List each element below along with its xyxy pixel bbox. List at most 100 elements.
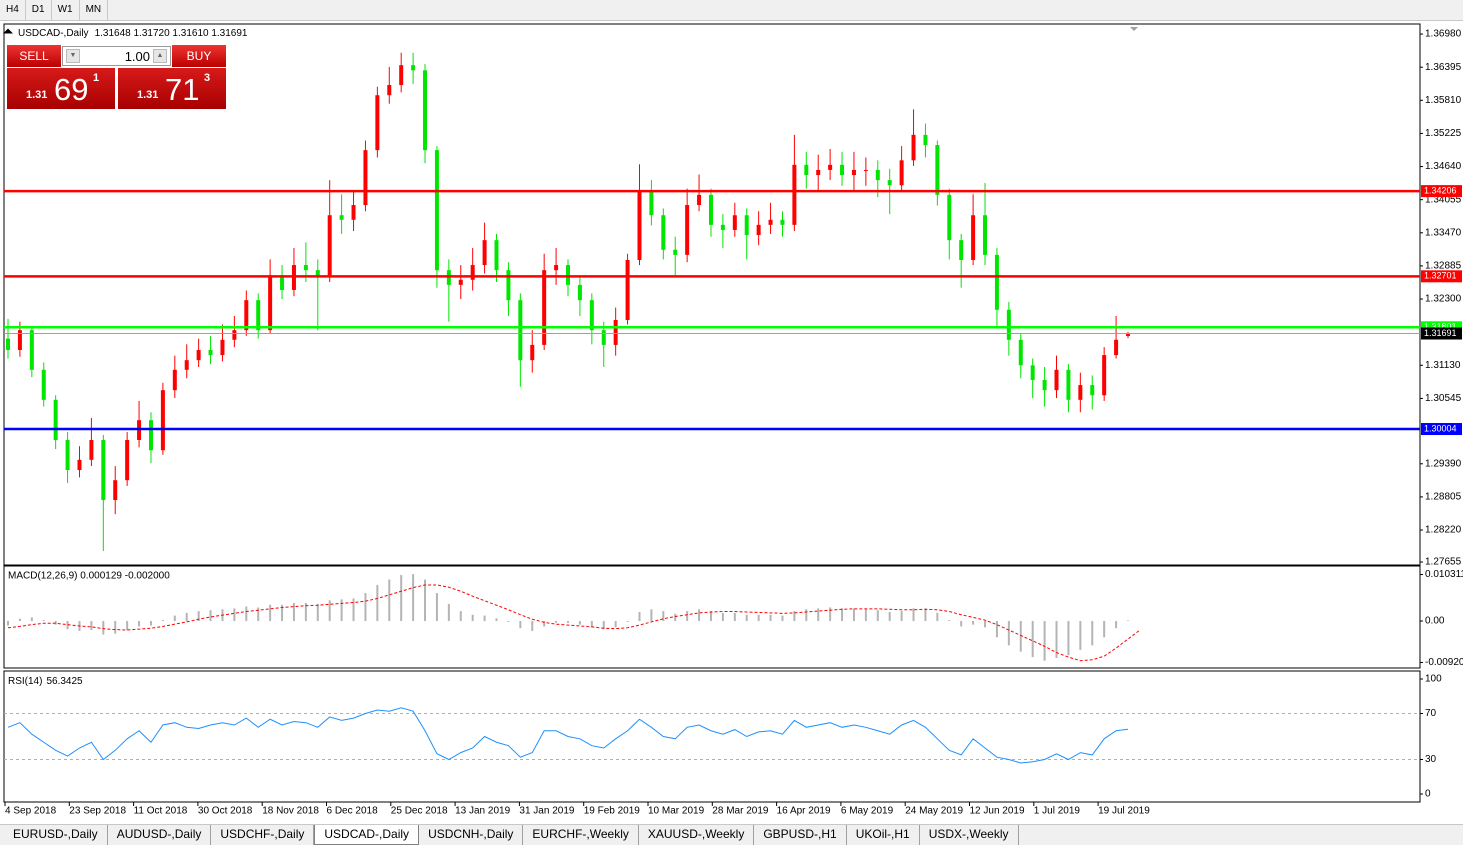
candle-body: [351, 205, 356, 220]
candle-body: [220, 339, 225, 356]
macd-bar: [1079, 621, 1082, 650]
macd-bar: [292, 602, 295, 622]
chart-tab[interactable]: USDX-,Weekly: [920, 825, 1019, 845]
macd-bar: [424, 579, 427, 622]
chart-tab[interactable]: USDCNH-,Daily: [419, 825, 524, 845]
macd-bar: [114, 621, 117, 634]
lot-down[interactable]: ▼: [66, 49, 80, 63]
rsi-y-tick-label: 70: [1425, 708, 1437, 719]
bid-price[interactable]: 1.31 69 1: [7, 68, 115, 109]
y-tick-label: 1.34055: [1425, 194, 1462, 205]
candle-body: [1102, 355, 1107, 396]
chart-tab[interactable]: USDCHF-,Daily: [211, 825, 315, 845]
x-tick-label: 11 Oct 2018: [134, 806, 188, 817]
candle-body: [208, 349, 213, 356]
macd-bar: [30, 617, 33, 622]
y-tick-label: 1.30545: [1425, 393, 1462, 404]
macd-bar: [281, 604, 284, 622]
macd-bar: [102, 621, 105, 635]
sell-button[interactable]: SELL: [7, 45, 61, 67]
macd-bar: [626, 621, 629, 622]
y-tick-label: 1.34640: [1425, 161, 1462, 172]
lot-up[interactable]: ▲: [153, 49, 167, 63]
macd-bar: [638, 611, 641, 622]
macd-bar: [543, 621, 546, 627]
macd-bar: [340, 599, 343, 622]
header-icon: [3, 28, 13, 34]
y-tick-label: 1.36980: [1425, 29, 1462, 40]
candle-body: [101, 440, 106, 501]
one-click-trading: SELL ▼ 1.00 ▲ BUY 1.31 69 1 1.31 71 3: [7, 45, 226, 109]
macd-bar: [185, 612, 188, 622]
macd-bar: [471, 614, 474, 622]
macd-bar: [555, 621, 558, 623]
macd-histogram: [7, 574, 1129, 661]
chart-tabs: EURUSD-,Daily AUDUSD-,Daily USDCHF-,Daily U…: [0, 824, 1463, 845]
timeframe-button[interactable]: W1: [52, 0, 80, 20]
macd-bar: [876, 610, 879, 622]
x-tick-label: 19 Jul 2019: [1098, 806, 1150, 817]
macd-bar: [519, 621, 522, 629]
candle-body: [994, 254, 999, 310]
macd-bar: [972, 621, 975, 625]
ohlc: 1.31648 1.31720 1.31610 1.31691: [95, 28, 248, 39]
candle-body: [732, 215, 737, 230]
ask-price[interactable]: 1.31 71 3: [118, 68, 226, 109]
chart-tab[interactable]: EURUSD-,Daily: [4, 825, 108, 845]
timeframe-button[interactable]: D1: [26, 0, 52, 20]
candle-body: [232, 330, 237, 340]
symbol: USDCAD-,Daily: [18, 28, 89, 39]
macd-bar: [328, 600, 331, 622]
bid-big: 69: [54, 72, 89, 107]
ask-big: 71: [165, 72, 200, 107]
y-tick-label: 1.28220: [1425, 525, 1462, 536]
chart-tab[interactable]: USDCAD-,Daily: [314, 825, 420, 845]
macd-bar: [721, 612, 724, 622]
x-tick-label: 23 Sep 2018: [69, 806, 126, 817]
candle-body: [65, 440, 70, 471]
chart-tab[interactable]: AUDUSD-,Daily: [108, 825, 212, 845]
rsi-y-tick-label: 30: [1425, 754, 1437, 765]
candle-body: [1126, 333, 1130, 336]
candle-body: [685, 205, 690, 255]
buy-button[interactable]: BUY: [172, 45, 226, 67]
timeframe-button[interactable]: MN: [80, 0, 109, 20]
timeframe-button[interactable]: H4: [0, 0, 26, 20]
candle-body: [708, 194, 713, 225]
candle-body: [327, 215, 332, 276]
y-tick-label: 1.29390: [1425, 458, 1462, 469]
candle-body: [172, 369, 177, 391]
x-tick-label: 31 Jan 2019: [519, 806, 574, 817]
macd-bar: [757, 614, 760, 622]
candle-body: [411, 65, 416, 71]
chart-tab[interactable]: EURCHF-,Weekly: [523, 825, 639, 845]
x-tick-label: 13 Jan 2019: [455, 806, 510, 817]
candle-body: [589, 300, 594, 331]
ask-prefix: 1.31: [137, 89, 159, 101]
candle-body: [744, 215, 749, 236]
macd-bar: [578, 621, 581, 625]
candle-body: [863, 169, 868, 171]
macd-bar: [197, 611, 200, 622]
chart-tab[interactable]: UKOil-,H1: [847, 825, 920, 845]
macd-bar: [1007, 621, 1010, 646]
macd-bar: [602, 621, 605, 630]
candle-body: [768, 219, 773, 225]
level-label: 1.31801: [1424, 322, 1457, 332]
y-tick-label: 1.27655: [1425, 557, 1462, 568]
x-tick-label: 19 Feb 2019: [584, 806, 641, 817]
candle-body: [756, 224, 761, 236]
candle-body: [53, 399, 58, 441]
lot-input[interactable]: ▼ 1.00 ▲: [62, 46, 171, 66]
macd-panel: [3, 565, 1421, 669]
chart-tab[interactable]: XAUUSD-,Weekly: [639, 825, 755, 845]
ask-sup: 3: [204, 72, 211, 84]
candle-body: [160, 390, 165, 451]
candle-body: [577, 284, 582, 301]
x-tick-label: 18 Nov 2018: [262, 806, 319, 817]
rsi-name: RSI(14): [8, 676, 42, 687]
chart-tab[interactable]: GBPUSD-,H1: [754, 825, 847, 845]
macd-bar: [793, 611, 796, 622]
candle-body: [566, 265, 570, 285]
